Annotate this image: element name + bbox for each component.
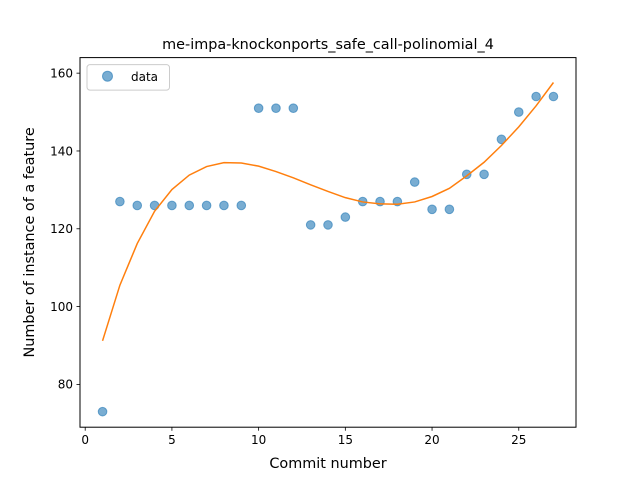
legend-label: data — [131, 70, 158, 84]
y-tick-label: 160 — [50, 66, 73, 80]
legend-marker — [102, 70, 113, 82]
chart-title: me-impa-knockonports_safe_call-polinomia… — [162, 37, 494, 53]
data-point — [201, 200, 212, 211]
data-point — [288, 103, 299, 113]
x-tick-label: 20 — [424, 433, 439, 447]
data-point — [97, 406, 108, 417]
data-point — [496, 134, 507, 145]
x-tick-label: 15 — [338, 433, 353, 447]
x-tick-label: 0 — [81, 433, 89, 447]
data-point — [444, 204, 455, 215]
axes-frame — [79, 57, 577, 428]
fit-line — [101, 82, 555, 342]
data-point — [305, 220, 316, 230]
plot-area — [97, 82, 559, 417]
data-point — [340, 212, 351, 222]
data-point — [461, 169, 472, 180]
data-point — [271, 103, 281, 113]
y-tick-label: 140 — [50, 144, 73, 158]
y-tick-label: 80 — [58, 378, 73, 392]
data-point — [548, 91, 559, 102]
y-tick-label: 100 — [50, 300, 73, 314]
data-point — [184, 200, 195, 211]
data-point — [167, 200, 177, 211]
data-point — [513, 107, 524, 117]
x-tick-label: 25 — [511, 433, 526, 447]
y-tick-label: 120 — [50, 222, 73, 236]
data-point — [115, 196, 125, 207]
data-point — [409, 177, 420, 187]
x-axis-label: Commit number — [269, 456, 386, 472]
data-point — [427, 204, 437, 215]
data-point — [132, 200, 143, 211]
x-tick-label: 5 — [168, 433, 176, 447]
data-point — [531, 91, 541, 102]
x-tick-label: 10 — [251, 433, 266, 447]
data-point — [253, 103, 264, 113]
data-point — [479, 169, 489, 180]
legend: data — [86, 64, 170, 91]
y-axis-label: Number of instance of a feature — [22, 127, 38, 357]
axis-ticks: 0 5 10 15 20 25 80 100 120 140 160 — [50, 66, 526, 447]
data-point — [236, 200, 247, 211]
data-point — [323, 220, 333, 230]
data-point — [219, 200, 229, 211]
